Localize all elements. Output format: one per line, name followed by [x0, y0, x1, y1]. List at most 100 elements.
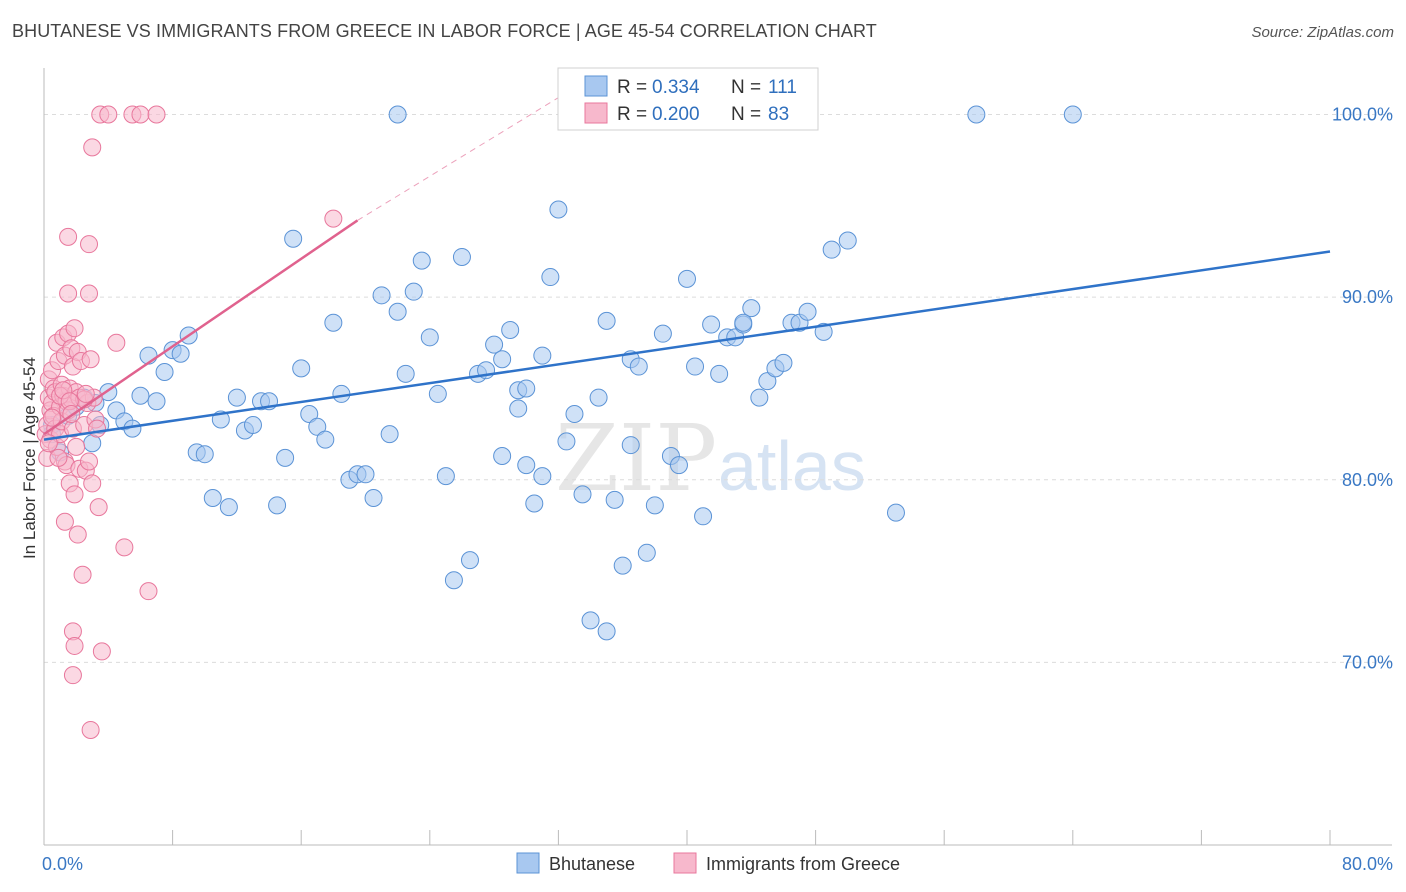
bhutanese-point [243, 415, 262, 434]
bhutanese-point [734, 313, 753, 332]
bhutanese-point [702, 315, 721, 334]
bhutanese-point [485, 335, 504, 354]
bhutanese-point [219, 498, 238, 517]
bhutanese-point [597, 311, 616, 330]
greece-point [92, 642, 111, 661]
legend-r-value-2: 0.200 [652, 104, 700, 125]
bhutanese-point [436, 467, 455, 486]
greece-point [89, 498, 108, 517]
bhutanese-point [557, 432, 576, 451]
bhutanese-point [195, 445, 214, 464]
bottom-legend-swatch-bhutanese [516, 852, 540, 874]
bhutanese-point [814, 322, 833, 341]
watermark-atlas: atlas [718, 427, 866, 505]
bhutanese-point [613, 556, 632, 575]
greece-point [80, 284, 99, 303]
bhutanese-point [364, 489, 383, 508]
bhutanese-point [268, 496, 287, 515]
greece-point [83, 138, 102, 157]
bhutanese-point [653, 324, 672, 343]
bhutanese-point [621, 436, 640, 455]
legend-r-value-1: 0.334 [652, 77, 700, 98]
bhutanese-point [396, 364, 415, 383]
bhutanese-point [597, 622, 616, 641]
greece-point [80, 235, 99, 254]
greece-trend-extension [357, 77, 591, 221]
bhutanese-point [629, 357, 648, 376]
bhutanese-point [742, 299, 761, 318]
bhutanese-point [750, 388, 769, 407]
bhutanese-point [541, 268, 560, 287]
legend-n-value-2: 83 [768, 104, 789, 125]
bhutanese-point [131, 386, 150, 405]
greece-point [131, 105, 150, 124]
greece-point [73, 565, 92, 584]
y-tick-label: 80.0% [1342, 470, 1393, 490]
bhutanese-point [758, 372, 777, 391]
bhutanese-point [300, 405, 319, 424]
greece-point [139, 582, 158, 601]
bhutanese-point [798, 302, 817, 321]
bhutanese-point [308, 417, 327, 436]
bhutanese-point [581, 611, 600, 630]
bhutanese-point [533, 467, 552, 486]
bhutanese-point [678, 269, 696, 288]
x-tick-label-min: 0.0% [42, 854, 83, 874]
bhutanese-point [822, 240, 841, 259]
bhutanese-point [573, 485, 592, 504]
greece-point [107, 333, 126, 352]
legend-swatch-greece [584, 102, 608, 124]
source-label: Source: ZipAtlas.com [1251, 24, 1394, 41]
greece-point [68, 525, 87, 544]
bhutanese-point [967, 105, 986, 124]
legend-n-label-1: N = [731, 77, 761, 98]
bhutanese-trend-line [43, 250, 1331, 441]
bhutanese-point [332, 384, 351, 403]
bhutanese-point [710, 364, 729, 383]
bhutanese-point [493, 447, 512, 466]
bhutanese-point [444, 571, 463, 590]
bhutanese-point [533, 346, 552, 365]
bhutanese-point [774, 353, 793, 372]
greece-point [76, 384, 95, 403]
legend-r-label-1: R = [617, 77, 647, 98]
x-tick-label-max: 80.0% [1342, 854, 1393, 874]
bhutanese-point [292, 359, 311, 378]
bhutanese-point [549, 200, 568, 219]
greece-point [65, 319, 84, 338]
greece-point [55, 512, 74, 531]
bhutanese-point [509, 399, 528, 418]
greece-point [65, 636, 84, 655]
bhutanese-point [645, 496, 664, 515]
bhutanese-point [460, 551, 479, 570]
greece-point [88, 419, 107, 438]
greece-point [65, 485, 84, 504]
greece-point [67, 437, 86, 456]
bhutanese-point [324, 313, 343, 332]
greece-point [147, 105, 166, 124]
bhutanese-point [452, 247, 471, 266]
greece-point [49, 448, 68, 467]
bottom-legend-label-bhutanese: Bhutanese [549, 854, 635, 874]
greece-point [83, 474, 102, 493]
bhutanese-point [694, 507, 713, 526]
bhutanese-point [276, 448, 295, 467]
bhutanese-point [380, 425, 399, 444]
greece-point [63, 666, 82, 685]
greece-trend-line [43, 219, 359, 436]
bhutanese-point [227, 388, 246, 407]
legend-r-label-2: R = [617, 104, 647, 125]
greece-point [59, 227, 78, 246]
bhutanese-point [428, 384, 447, 403]
bhutanese-point [284, 229, 303, 248]
bhutanese-point [886, 503, 905, 522]
stats-legend: R = 0.334 N = 111 R = 0.200 N = 83 [557, 67, 819, 131]
bhutanese-point [356, 465, 375, 484]
bhutanese-point [388, 302, 407, 321]
bhutanese-point [420, 328, 439, 347]
bhutanese-point [605, 490, 624, 509]
bhutanese-point [637, 543, 656, 562]
gridlines [44, 114, 1392, 663]
greece-point [59, 284, 78, 303]
bottom-legend-label-greece: Immigrants from Greece [706, 854, 900, 874]
